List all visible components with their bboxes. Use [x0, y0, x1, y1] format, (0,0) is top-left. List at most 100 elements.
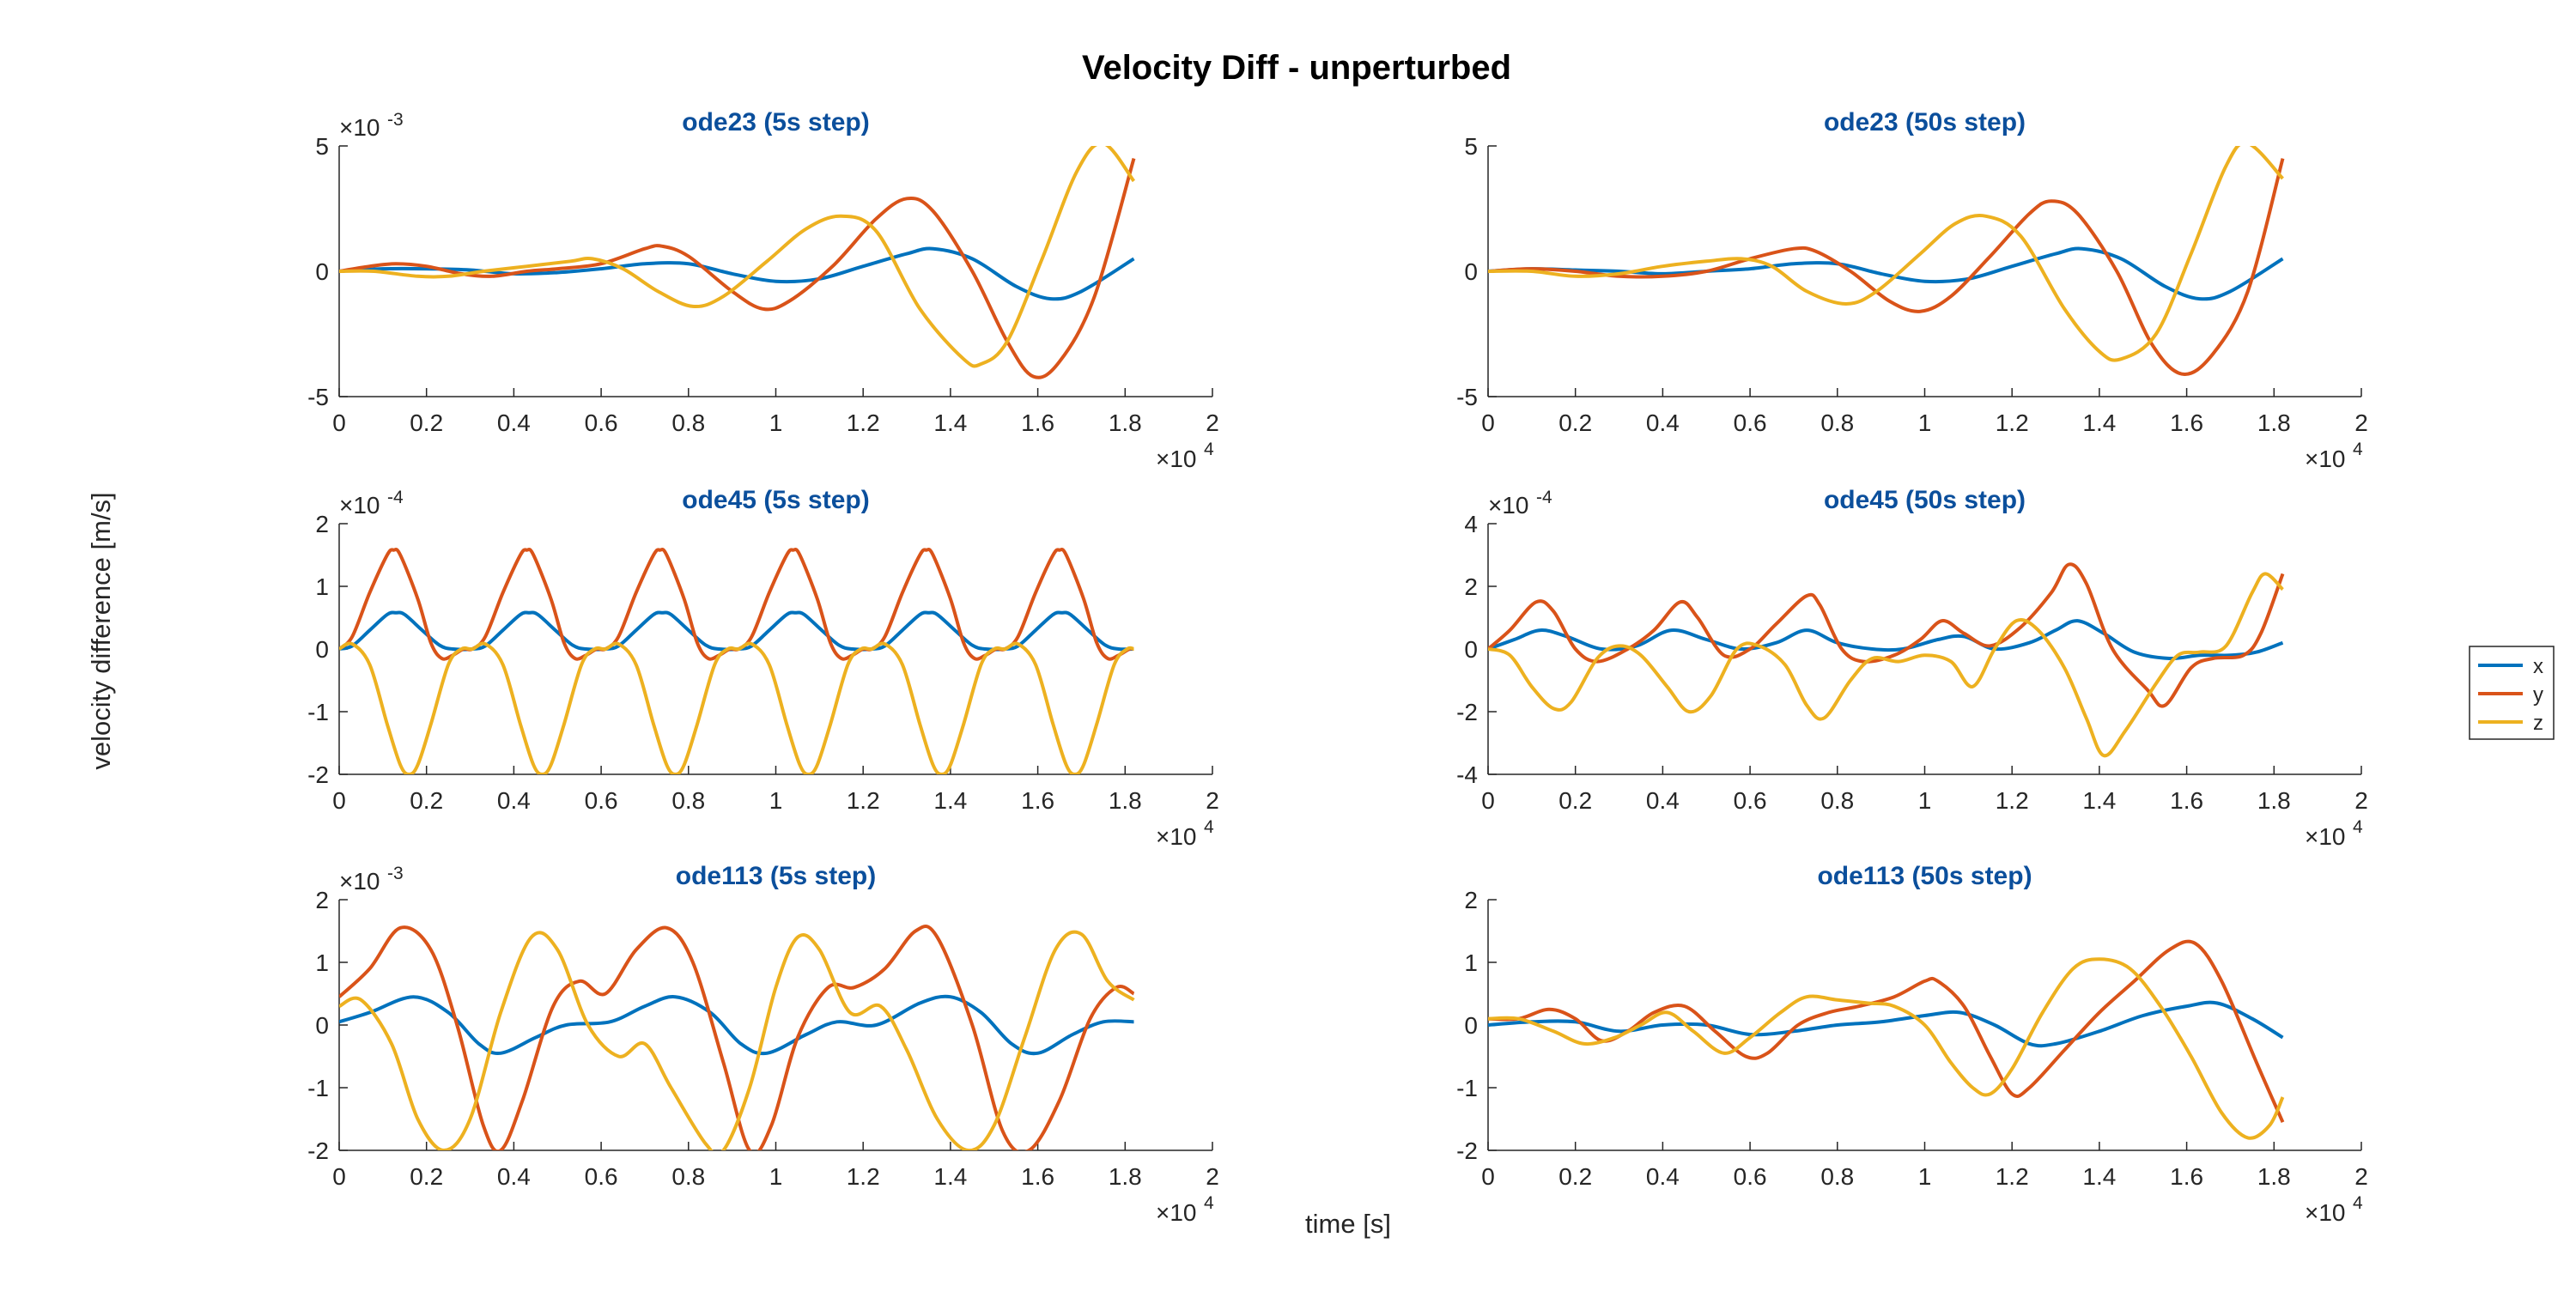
y-tick-label: 2 [1464, 573, 1478, 600]
series-line-y [1488, 562, 2285, 708]
legend-label-z: z [2533, 712, 2543, 735]
legend-entry-z: z [2478, 712, 2543, 735]
x-tick-label: 1 [769, 1163, 783, 1190]
x-tick-label: 1.6 [2170, 1163, 2203, 1190]
y-tick-label: 1 [315, 949, 329, 976]
subplot-title: ode23 (50s step) [1824, 108, 2026, 136]
x-tick-label: 1 [1918, 787, 1932, 814]
subplot-5: ode113 (5s step) 0 0.2 0.4 0.6 0.8 1 1.2 1.4 1.6 1… [307, 862, 1219, 1226]
legend-label-x: x [2533, 655, 2543, 678]
subplot-title: ode23 (5s step) [682, 108, 869, 136]
x-tick-label: 0.2 [410, 1163, 443, 1190]
x-tick-label: 1.8 [2257, 787, 2291, 814]
x-tick-label: 0.8 [671, 1163, 705, 1190]
y-tick-label: 0 [315, 636, 329, 663]
y-tick-label: 4 [1464, 511, 1478, 537]
subplot-3: ode45 (5s step) 0 0.2 0.4 0.6 0.8 1 1.2 1.4 1.6 1.… [307, 486, 1219, 850]
subplot-title: ode45 (5s step) [682, 486, 869, 514]
subplot-4: ode45 (50s step) 0 0.2 0.4 0.6 0.8 1 1.2 1.4 1.6 1… [1456, 486, 2368, 850]
series-line-z [1488, 572, 2284, 758]
x-tick-label: 1 [769, 787, 783, 814]
figure-title: Velocity Diff - unperturbed [1082, 49, 1511, 87]
x-tick-label: 0.8 [671, 787, 705, 814]
y-tick-label: 5 [1464, 133, 1478, 160]
x-tick-label: 0.4 [497, 1163, 531, 1190]
x-tick-label: 1.6 [1021, 409, 1054, 436]
x-tick-label: 2 [1206, 1163, 1219, 1190]
y-tick-label: -5 [307, 384, 329, 410]
x-exponent-label: ×10 [2305, 823, 2346, 850]
x-tick-label: 0.6 [585, 409, 618, 436]
x-tick-label: 1 [769, 409, 783, 436]
y-tick-label: -4 [1456, 761, 1478, 788]
x-tick-label: 1.4 [933, 409, 967, 436]
x-tick-label: 1.2 [1996, 787, 2029, 814]
x-exponent-label: ×10 [2305, 446, 2346, 472]
series-line-z [339, 930, 1135, 1150]
y-tick-label: 0 [1464, 1012, 1478, 1039]
x-tick-label: 1 [1918, 1163, 1932, 1190]
x-tick-label: 1 [1918, 409, 1932, 436]
x-tick-label: 0.8 [1820, 787, 1854, 814]
x-exponent-label: ×10 [1156, 446, 1197, 472]
x-tick-label: 0 [332, 409, 346, 436]
x-tick-label: 0 [332, 1163, 346, 1190]
x-tick-label: 1.8 [2257, 1163, 2291, 1190]
series-line-x [339, 994, 1134, 1056]
x-tick-label: 0.6 [1734, 787, 1767, 814]
x-tick-label: 2 [2354, 1163, 2368, 1190]
x-exponent-power: 4 [1204, 440, 1214, 459]
x-tick-label: 0.4 [1646, 1163, 1680, 1190]
y-tick-label: 0 [1464, 636, 1478, 663]
x-tick-label: 0.6 [585, 1163, 618, 1190]
x-tick-label: 1.8 [1109, 787, 1142, 814]
y-tick-label: 2 [1464, 887, 1478, 913]
y-tick-label: 0 [315, 1012, 329, 1039]
series-line-z [1488, 146, 2284, 362]
y-tick-label: -1 [307, 699, 329, 725]
y-tick-label: -2 [307, 761, 329, 788]
subplot-title: ode113 (50s step) [1817, 862, 2032, 890]
x-tick-label: 2 [2354, 409, 2368, 436]
x-tick-label: 1.2 [1996, 409, 2029, 436]
x-tick-label: 1.2 [1996, 1163, 2029, 1190]
figure-xlabel: time [s] [1305, 1209, 1391, 1239]
x-exponent-power: 4 [1204, 817, 1214, 837]
y-exponent-label: ×10 [339, 114, 380, 141]
x-tick-label: 0.2 [410, 409, 443, 436]
x-tick-label: 1.6 [2170, 409, 2203, 436]
series-line-z [339, 641, 1134, 774]
legend-entry-y: y [2478, 683, 2543, 707]
x-tick-label: 1.8 [1109, 1163, 1142, 1190]
x-tick-label: 2 [1206, 409, 1219, 436]
x-tick-label: 1.4 [933, 787, 967, 814]
y-exponent-label: ×10 [339, 868, 380, 895]
x-tick-label: 1.6 [2170, 787, 2203, 814]
x-tick-label: 0.6 [1734, 1163, 1767, 1190]
x-exponent-label: ×10 [1156, 1199, 1197, 1226]
x-tick-label: 1.2 [847, 409, 880, 436]
x-exponent-label: ×10 [2305, 1199, 2346, 1226]
x-tick-label: 0.8 [1820, 409, 1854, 436]
x-tick-label: 0 [1481, 787, 1495, 814]
y-exponent-power: -4 [387, 488, 404, 507]
x-tick-label: 0.2 [1558, 1163, 1592, 1190]
y-tick-label: -2 [307, 1137, 329, 1164]
x-exponent-power: 4 [2353, 440, 2363, 459]
y-tick-label: 1 [1464, 949, 1478, 976]
subplot-grid: ode23 (5s step) 0 0.2 0.4 0.6 0.8 1 1.2 1.4 1.6 1.… [307, 108, 2368, 1226]
x-tick-label: 0.2 [1558, 409, 1592, 436]
y-tick-label: 0 [1464, 258, 1478, 285]
x-tick-label: 2 [1206, 787, 1219, 814]
x-tick-label: 1.8 [1109, 409, 1142, 436]
y-tick-label: -5 [1456, 384, 1478, 410]
x-tick-label: 0.6 [585, 787, 618, 814]
x-tick-label: 0.2 [410, 787, 443, 814]
subplot-2: ode23 (50s step) 0 0.2 0.4 0.6 0.8 1 1.2 1.4 1.6 1… [1456, 108, 2368, 472]
subplot-6: ode113 (50s step) 0 0.2 0.4 0.6 0.8 1 1.2 1.4 1.6… [1456, 862, 2368, 1226]
x-tick-label: 0.4 [497, 409, 531, 436]
series-line-x [339, 246, 1135, 301]
x-tick-label: 1.2 [847, 1163, 880, 1190]
x-tick-label: 1.6 [1021, 1163, 1054, 1190]
